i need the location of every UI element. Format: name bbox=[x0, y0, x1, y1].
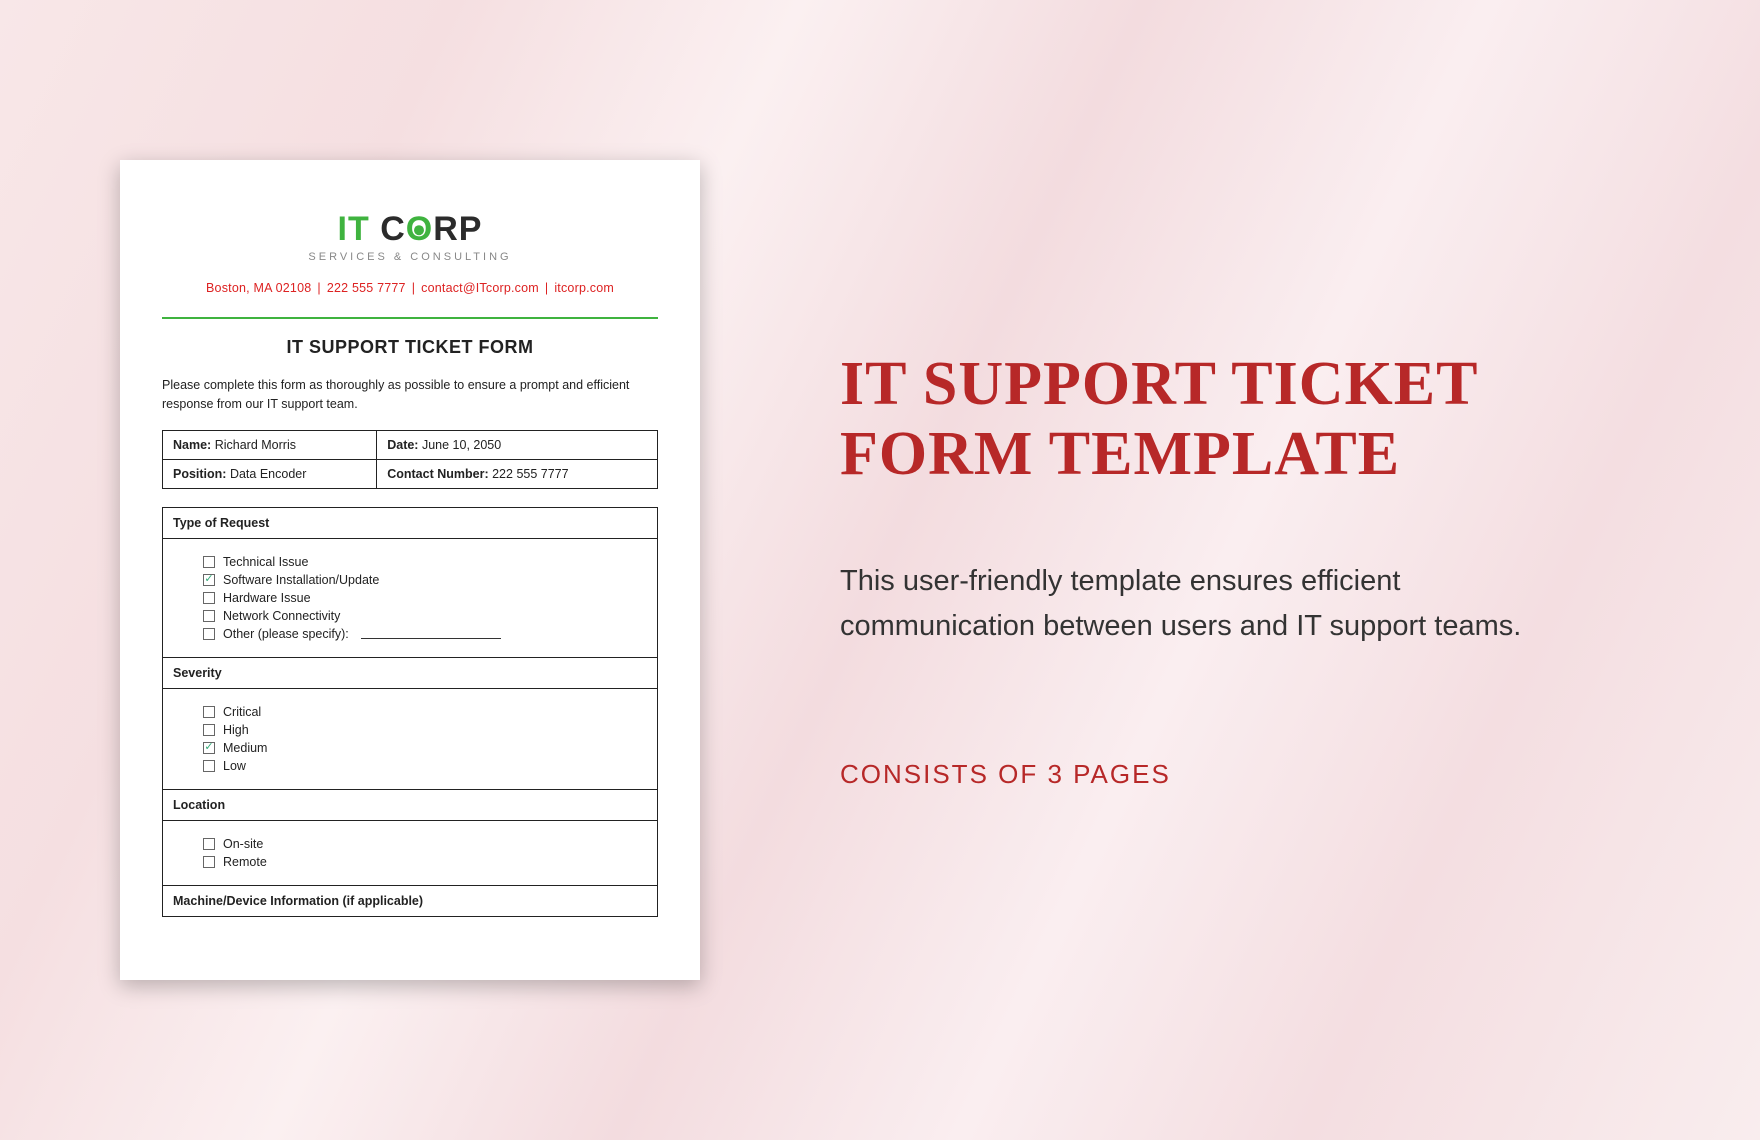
severity-header: Severity bbox=[163, 657, 658, 688]
location-options: On-site Remote bbox=[163, 820, 658, 885]
name-cell: Name: Richard Morris bbox=[163, 430, 377, 459]
form-intro: Please complete this form as thoroughly … bbox=[162, 376, 658, 414]
logo-main: IT C RP bbox=[162, 210, 658, 249]
form-title: IT SUPPORT TICKET FORM bbox=[162, 337, 658, 358]
checkbox-row: Remote bbox=[203, 853, 647, 871]
separator: | bbox=[317, 281, 320, 295]
contactnum-value: 222 555 7777 bbox=[492, 467, 568, 481]
checkbox-label: Low bbox=[223, 759, 246, 773]
specify-line bbox=[361, 629, 501, 639]
info-table: Name: Richard Morris Date: June 10, 2050… bbox=[162, 430, 658, 489]
logo-c: C bbox=[380, 210, 406, 248]
logo-space bbox=[370, 210, 380, 248]
divider bbox=[162, 317, 658, 319]
checkbox-label: Software Installation/Update bbox=[223, 573, 379, 587]
checkbox-icon bbox=[203, 628, 215, 640]
checkbox-label: Network Connectivity bbox=[223, 609, 340, 623]
checkbox-icon bbox=[203, 838, 215, 850]
contact-cell: Contact Number: 222 555 7777 bbox=[377, 459, 658, 488]
name-value: Richard Morris bbox=[215, 438, 296, 452]
checkbox-label: Medium bbox=[223, 741, 267, 755]
document-preview: IT C RP SERVICES & CONSULTING Boston, MA … bbox=[120, 160, 700, 980]
contact-email: contact@ITcorp.com bbox=[421, 281, 539, 295]
position-value: Data Encoder bbox=[230, 467, 306, 481]
separator: | bbox=[545, 281, 548, 295]
checkbox-label: High bbox=[223, 723, 249, 737]
logo-tagline: SERVICES & CONSULTING bbox=[162, 251, 658, 263]
checkbox-label: Technical Issue bbox=[223, 555, 308, 569]
contact-phone: 222 555 7777 bbox=[327, 281, 406, 295]
promo-headline: IT SUPPORT TICKET FORM TEMPLATE bbox=[840, 350, 1620, 489]
checkbox-label: Other (please specify): bbox=[223, 627, 349, 641]
contactnum-label: Contact Number: bbox=[387, 467, 488, 481]
checkbox-label: Hardware Issue bbox=[223, 591, 311, 605]
checkbox-icon bbox=[203, 742, 215, 754]
contact-line: Boston, MA 02108 | 222 555 7777 | contact@IT… bbox=[162, 281, 658, 295]
checkbox-row: Medium bbox=[203, 739, 647, 757]
checkbox-icon bbox=[203, 592, 215, 604]
checkbox-icon bbox=[203, 706, 215, 718]
separator: | bbox=[412, 281, 415, 295]
date-value: June 10, 2050 bbox=[422, 438, 501, 452]
date-cell: Date: June 10, 2050 bbox=[377, 430, 658, 459]
location-header: Location bbox=[163, 789, 658, 820]
logo-rp: RP bbox=[433, 210, 482, 248]
checkbox-row: Other (please specify): bbox=[203, 625, 647, 643]
severity-options: Critical High Medium Low bbox=[163, 688, 658, 789]
position-label: Position: bbox=[173, 467, 226, 481]
checkbox-icon bbox=[203, 556, 215, 568]
checkbox-icon bbox=[203, 574, 215, 586]
checkbox-row: Network Connectivity bbox=[203, 607, 647, 625]
position-cell: Position: Data Encoder bbox=[163, 459, 377, 488]
checkbox-label: Remote bbox=[223, 855, 267, 869]
checkbox-icon bbox=[203, 760, 215, 772]
promo-panel: IT SUPPORT TICKET FORM TEMPLATE This use… bbox=[700, 350, 1680, 790]
checkbox-row: Technical Issue bbox=[203, 553, 647, 571]
checkbox-icon bbox=[203, 610, 215, 622]
logo: IT C RP SERVICES & CONSULTING bbox=[162, 210, 658, 263]
contact-site: itcorp.com bbox=[554, 281, 614, 295]
checkbox-row: On-site bbox=[203, 835, 647, 853]
checkbox-label: On-site bbox=[223, 837, 263, 851]
pages-note: CONSISTS OF 3 PAGES bbox=[840, 759, 1620, 790]
name-label: Name: bbox=[173, 438, 211, 452]
contact-address: Boston, MA 02108 bbox=[206, 281, 311, 295]
checkbox-label: Critical bbox=[223, 705, 261, 719]
checkbox-row: Software Installation/Update bbox=[203, 571, 647, 589]
request-options: Technical Issue Software Installation/Upd… bbox=[163, 538, 658, 657]
logo-it: IT bbox=[338, 210, 370, 248]
checkbox-row: Low bbox=[203, 757, 647, 775]
checkbox-row: High bbox=[203, 721, 647, 739]
checkbox-row: Hardware Issue bbox=[203, 589, 647, 607]
checkbox-row: Critical bbox=[203, 703, 647, 721]
machine-header: Machine/Device Information (if applicabl… bbox=[163, 885, 658, 916]
logo-o-icon bbox=[406, 210, 433, 249]
date-label: Date: bbox=[387, 438, 418, 452]
checkbox-icon bbox=[203, 724, 215, 736]
promo-description: This user-friendly template ensures effi… bbox=[840, 559, 1600, 649]
sections-table: Type of Request Technical Issue Software … bbox=[162, 507, 658, 917]
request-header: Type of Request bbox=[163, 507, 658, 538]
checkbox-icon bbox=[203, 856, 215, 868]
